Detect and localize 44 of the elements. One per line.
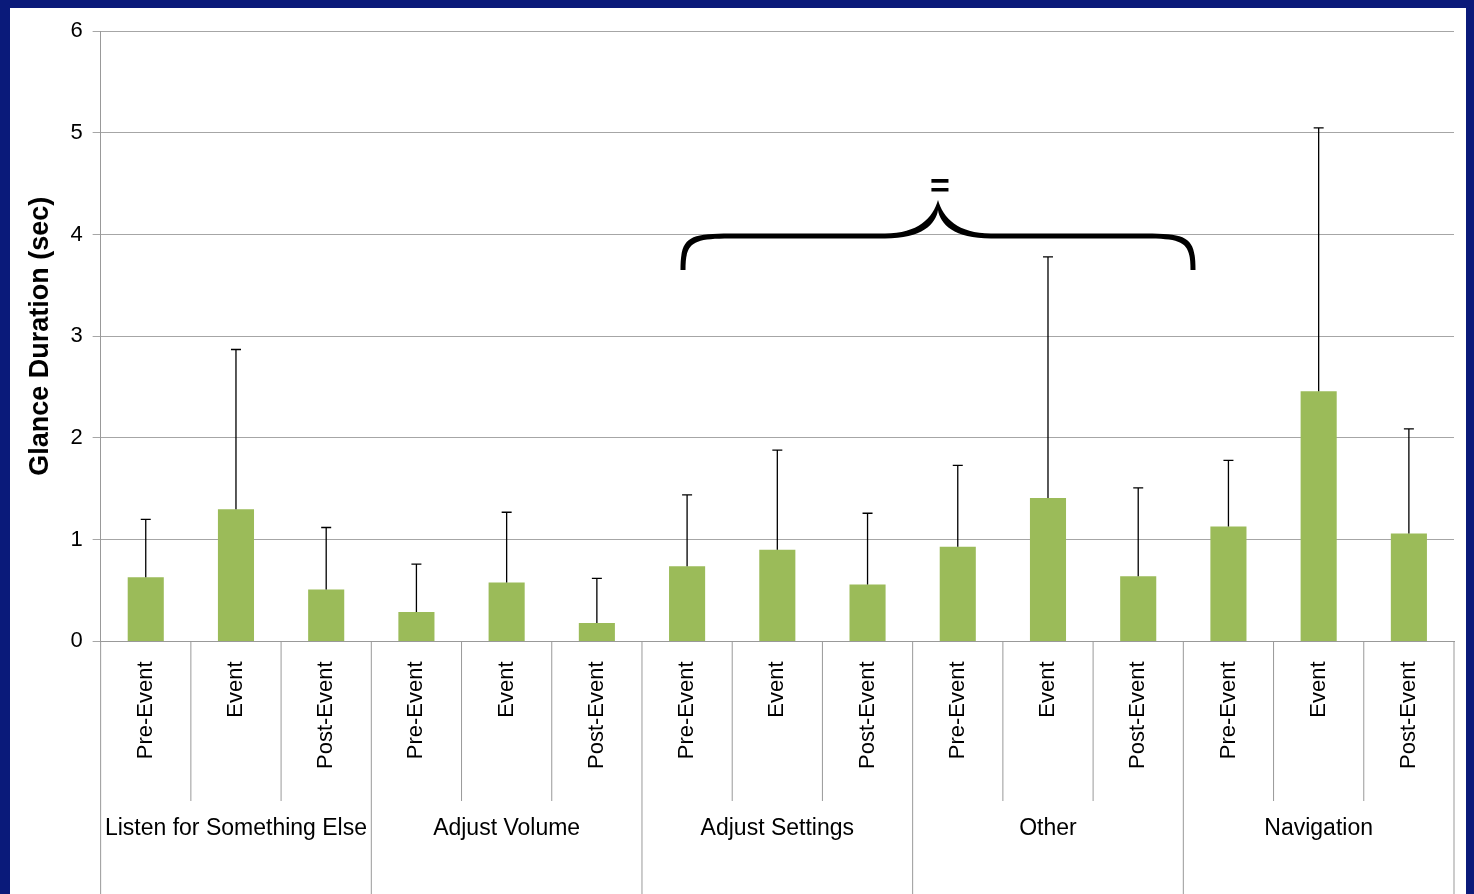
x-tick-label: Post-Event bbox=[582, 661, 608, 769]
bar bbox=[1390, 533, 1427, 641]
y-tick-label: 3 bbox=[70, 322, 83, 348]
x-tick-label: Event bbox=[222, 661, 248, 718]
bar bbox=[578, 623, 615, 641]
annotation: = bbox=[929, 166, 951, 205]
bar bbox=[1300, 391, 1337, 641]
bar bbox=[1029, 498, 1067, 641]
bar bbox=[127, 577, 164, 641]
x-tick-label: Event bbox=[1034, 661, 1060, 718]
y-tick-label: 5 bbox=[70, 118, 83, 144]
bar bbox=[759, 549, 796, 641]
bar bbox=[308, 589, 345, 641]
bar bbox=[398, 611, 435, 641]
x-tick-label: Post-Event bbox=[1124, 661, 1150, 769]
x-tick-label: Pre-Event bbox=[1214, 661, 1240, 760]
x-tick-label: Post-Event bbox=[312, 661, 338, 769]
y-tick-label: 0 bbox=[70, 627, 83, 653]
x-tick-label: Post-Event bbox=[853, 661, 879, 769]
x-tick-label: Event bbox=[1304, 661, 1330, 718]
bar bbox=[1210, 526, 1247, 641]
x-tick-label: Event bbox=[492, 661, 518, 718]
x-tick-label: Pre-Event bbox=[402, 661, 428, 760]
x-tick-label: Pre-Event bbox=[673, 661, 699, 760]
bar bbox=[1120, 576, 1157, 641]
text: Other bbox=[1019, 813, 1078, 840]
y-axis-title: Glance Duration (sec) bbox=[23, 196, 54, 476]
bar bbox=[849, 584, 886, 641]
text: Adjust Settings bbox=[700, 813, 855, 840]
text: Listen for Something Else bbox=[104, 813, 368, 840]
x-tick-label: Pre-Event bbox=[131, 661, 157, 760]
bar bbox=[217, 509, 255, 641]
x-tick-label: Post-Event bbox=[1394, 661, 1420, 769]
y-tick-label: 2 bbox=[70, 424, 83, 450]
y-tick-label: 6 bbox=[70, 17, 83, 43]
y-tick-label: 4 bbox=[70, 220, 83, 246]
bar bbox=[939, 546, 976, 641]
x-tick-label: Event bbox=[763, 661, 789, 718]
bar bbox=[669, 566, 706, 641]
x-tick-label: Pre-Event bbox=[943, 661, 969, 760]
bar bbox=[488, 582, 525, 641]
text: Navigation bbox=[1264, 813, 1374, 840]
text: Adjust Volume bbox=[433, 813, 581, 840]
y-tick-label: 1 bbox=[70, 525, 83, 551]
